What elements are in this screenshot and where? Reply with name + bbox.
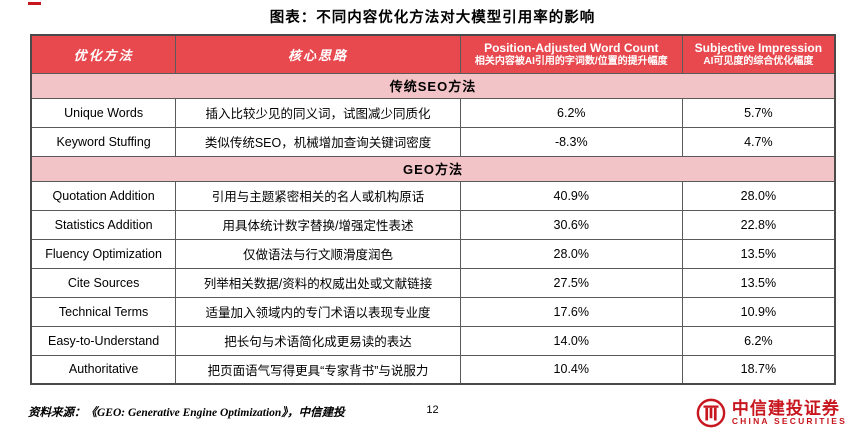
- header-idea: 核心思路: [175, 34, 461, 74]
- figure-table: 优化方法 核心思路 Position-Adjusted Word Count 相…: [30, 34, 836, 385]
- table-row: Fluency Optimization 仅做语法与行文顺滑度润色 28.0% 13.…: [30, 238, 836, 269]
- method-cell: Technical Terms: [30, 296, 177, 327]
- page-number: 12: [426, 404, 439, 416]
- section-label: 传统SEO方法: [30, 72, 836, 99]
- table-row: Cite Sources 列举相关数据/资料的权威出处或文献链接 27.5% 13.5…: [30, 267, 836, 298]
- table-row: Technical Terms 适量加入领域内的专门术语以表现专业度 17.6% 10…: [30, 296, 836, 327]
- corner-mark: [28, 2, 41, 5]
- pawc-cell: 28.0%: [459, 238, 683, 269]
- method-cell: Keyword Stuffing: [30, 126, 177, 157]
- idea-cell: 用具体统计数字替换/增强定性表述: [175, 209, 461, 240]
- pawc-cell: 10.4%: [459, 354, 683, 385]
- pawc-cell: 14.0%: [459, 325, 683, 356]
- si-cell: 10.9%: [681, 296, 836, 327]
- method-cell: Easy-to-Understand: [30, 325, 177, 356]
- pawc-cell: -8.3%: [459, 126, 683, 157]
- brand-name-en: CHINA SECURITIES: [731, 416, 847, 427]
- idea-cell: 适量加入领域内的专门术语以表现专业度: [175, 296, 461, 327]
- idea-cell: 类似传统SEO，机械增加查询关键词密度: [175, 126, 461, 157]
- header-pawc-sub: 相关内容被AI引用的字词数/位置的提升幅度: [474, 55, 668, 67]
- si-cell: 6.2%: [681, 325, 836, 356]
- si-cell: 28.0%: [681, 180, 836, 211]
- idea-cell: 插入比较少见的同义词，试图减少同质化: [175, 97, 461, 128]
- table-row: Statistics Addition 用具体统计数字替换/增强定性表述 30.6%…: [30, 209, 836, 240]
- si-cell: 18.7%: [681, 354, 836, 385]
- figure-table-wrap: 优化方法 核心思路 Position-Adjusted Word Count 相…: [30, 34, 836, 385]
- source-note: 资料来源：《GEO: Generative Engine Optimizatio…: [28, 407, 345, 419]
- pawc-cell: 30.6%: [459, 209, 683, 240]
- idea-cell: 仅做语法与行文顺滑度润色: [175, 238, 461, 269]
- header-pawc-title: Position-Adjusted Word Count: [484, 40, 659, 55]
- table-row: Unique Words 插入比较少见的同义词，试图减少同质化 6.2% 5.7%: [30, 97, 836, 128]
- method-cell: Unique Words: [30, 97, 177, 128]
- brand-logo-icon: [696, 398, 726, 428]
- idea-cell: 把长句与术语简化成更易读的表达: [175, 325, 461, 356]
- table-row: Quotation Addition 引用与主题紧密相关的名人或机构原话 40.9%…: [30, 180, 836, 211]
- si-cell: 4.7%: [681, 126, 836, 157]
- idea-cell: 列举相关数据/资料的权威出处或文献链接: [175, 267, 461, 298]
- table-row: Keyword Stuffing 类似传统SEO，机械增加查询关键词密度 -8.3%…: [30, 126, 836, 157]
- header-si-title: Subjective Impression: [694, 40, 823, 55]
- brand-text: 中信建投证券 CHINA SECURITIES: [731, 398, 847, 427]
- method-cell: Fluency Optimization: [30, 238, 177, 269]
- pawc-cell: 6.2%: [459, 97, 683, 128]
- pawc-cell: 17.6%: [459, 296, 683, 327]
- page-title: 图表：不同内容优化方法对大模型引用率的影响: [269, 10, 596, 26]
- si-cell: 22.8%: [681, 209, 836, 240]
- si-cell: 5.7%: [681, 97, 836, 128]
- method-cell: Quotation Addition: [30, 180, 177, 211]
- method-cell: Statistics Addition: [30, 209, 177, 240]
- pawc-cell: 27.5%: [459, 267, 683, 298]
- brand-name-cn: 中信建投证券: [731, 398, 840, 418]
- method-cell: Authoritative: [30, 354, 177, 385]
- table-row: Authoritative 把页面语气写得更具“专家背书”与说服力 10.4% 18.…: [30, 354, 836, 385]
- header-si-sub: AI可见度的综合优化幅度: [703, 55, 814, 67]
- section-label: GEO方法: [30, 155, 836, 182]
- table-row: Easy-to-Understand 把长句与术语简化成更易读的表达 14.0% 6.…: [30, 325, 836, 356]
- header-method: 优化方法: [30, 34, 177, 74]
- brand-logo: 中信建投证券 CHINA SECURITIES: [696, 398, 847, 428]
- pawc-cell: 40.9%: [459, 180, 683, 211]
- header-row: 优化方法 核心思路 Position-Adjusted Word Count 相…: [30, 34, 836, 74]
- idea-cell: 把页面语气写得更具“专家背书”与说服力: [175, 354, 461, 385]
- table-body: 传统SEO方法 Unique Words 插入比较少见的同义词，试图减少同质化 6.2…: [30, 72, 836, 385]
- si-cell: 13.5%: [681, 238, 836, 269]
- footer: 资料来源：《GEO: Generative Engine Optimizatio…: [0, 390, 865, 434]
- si-cell: 13.5%: [681, 267, 836, 298]
- section-row: GEO方法: [30, 155, 836, 182]
- section-row: 传统SEO方法: [30, 72, 836, 99]
- header-pawc: Position-Adjusted Word Count 相关内容被AI引用的字…: [459, 34, 683, 74]
- method-cell: Cite Sources: [30, 267, 177, 298]
- header-si: Subjective Impression AI可见度的综合优化幅度: [681, 34, 836, 74]
- idea-cell: 引用与主题紧密相关的名人或机构原话: [175, 180, 461, 211]
